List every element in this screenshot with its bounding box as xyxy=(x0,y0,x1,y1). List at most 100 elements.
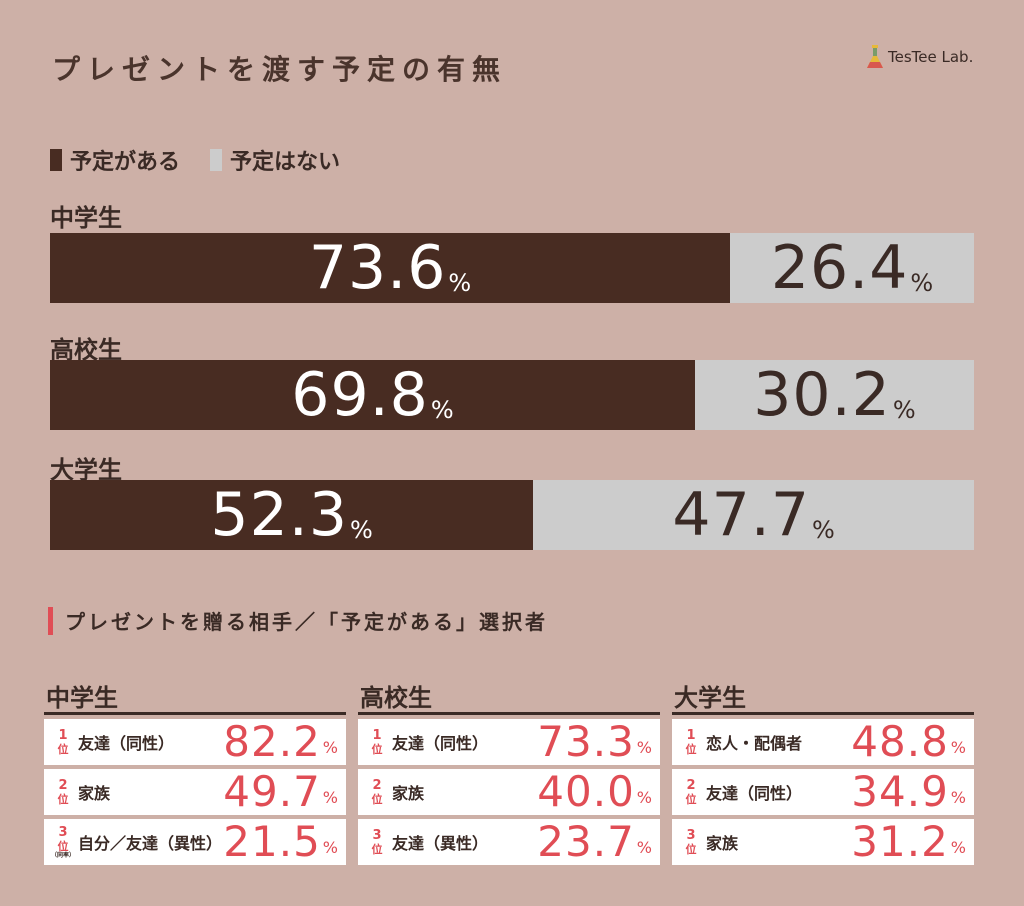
ranking-label: 自分／友達（異性） xyxy=(78,834,223,853)
bar-value: 73.6 xyxy=(308,233,447,303)
ranking-column-divider xyxy=(672,712,974,715)
rank-note: （同率） xyxy=(50,851,75,859)
ranking-value: 48.8% xyxy=(851,719,966,765)
rank-badge: 3 位（同率） xyxy=(50,826,76,859)
ranking-value: 49.7% xyxy=(223,769,338,815)
legend-swatch-no xyxy=(210,149,223,171)
flask-logo-icon xyxy=(867,45,883,68)
ranking-label: 家族 xyxy=(706,834,739,853)
rank-suffix: 位 xyxy=(371,743,383,756)
ranking-value-number: 82.2 xyxy=(223,717,321,766)
percent-sign: % xyxy=(430,396,454,424)
ranking-value: 23.7% xyxy=(537,819,652,865)
ranking-value-number: 73.3 xyxy=(537,717,635,766)
bar-data-label: 30.2% xyxy=(753,360,915,430)
legend-item-no: 予定はない xyxy=(210,144,340,176)
percent-sign: % xyxy=(322,788,338,807)
percent-sign: % xyxy=(950,788,966,807)
ranking-value-number: 31.2 xyxy=(851,817,949,866)
page-title: プレゼントを渡す予定の有無 xyxy=(52,53,508,86)
legend-label-no: 予定はない xyxy=(230,150,341,175)
percent-sign: % xyxy=(350,516,373,544)
ranking-row: 1 位友達（同性） 73.3% xyxy=(358,719,660,765)
ranking-label: 家族 xyxy=(78,784,111,803)
ranking-column-title: 高校生 xyxy=(360,684,432,712)
ranking-row: 2 位家族 49.7% xyxy=(44,769,346,815)
rank-suffix: 位 xyxy=(685,793,697,806)
ranking-value-number: 49.7 xyxy=(223,767,321,816)
ranking-value: 21.5% xyxy=(223,819,338,865)
ranking-row: 2 位家族 40.0% xyxy=(358,769,660,815)
bar-data-label: 26.4% xyxy=(771,233,933,303)
ranking-label: 友達（同性） xyxy=(78,734,175,753)
bar-segment-no: 47.7% xyxy=(533,480,974,550)
percent-sign: % xyxy=(322,738,338,757)
ranking-column-divider xyxy=(44,712,346,715)
ranking-column-divider xyxy=(358,712,660,715)
ranking-value: 31.2% xyxy=(851,819,966,865)
ranking-value: 34.9% xyxy=(851,769,966,815)
rank-suffix: 位 xyxy=(371,793,383,806)
chart-legend: 予定がある 予定はない xyxy=(50,144,370,176)
ranking-row: 3 位家族 31.2% xyxy=(672,819,974,865)
percent-sign: % xyxy=(636,838,652,857)
rank-number: 1 xyxy=(372,728,382,743)
ranking-value: 73.3% xyxy=(537,719,652,765)
bar-segment-yes: 52.3% xyxy=(50,480,534,550)
rank-suffix: 位 xyxy=(685,843,697,856)
percent-sign: % xyxy=(892,396,916,424)
ranking-column: 高校生 1 位友達（同性） 73.3% 2 位家族 40.0% 3 位友達（異性） 23.7% xyxy=(358,678,660,865)
rank-suffix: 位 xyxy=(57,793,69,806)
rank-number: 3 xyxy=(372,828,382,843)
rank-number: 2 xyxy=(686,778,696,793)
ranking-row: 1 位恋人・配偶者 48.8% xyxy=(672,719,974,765)
section-accent-bar xyxy=(48,606,53,635)
ranking-label: 恋人・配偶者 xyxy=(706,734,803,753)
rank-suffix: 位 xyxy=(57,839,69,853)
bar-segment-no: 26.4% xyxy=(730,233,974,303)
bar-data-label: 47.7% xyxy=(672,480,834,550)
ranking-label: 友達（異性） xyxy=(392,834,489,853)
section-title: プレゼントを贈る相手／「予定がある」選択者 xyxy=(65,610,548,634)
rank-suffix: 位 xyxy=(371,843,383,856)
ranking-label: 友達（同性） xyxy=(392,734,489,753)
ranking-label: 家族 xyxy=(392,784,425,803)
rank-number: 1 xyxy=(58,728,68,743)
bar-segment-no: 30.2% xyxy=(694,360,974,430)
ranking-row: 3 位（同率） 自分／友達（異性） 21.5% xyxy=(44,819,346,865)
rank-suffix: 位 xyxy=(57,743,69,756)
rank-number: 2 xyxy=(58,778,68,793)
rank-number: 3 xyxy=(58,824,68,840)
ranking-row: 1 位友達（同性） 82.2% xyxy=(44,719,346,765)
ranking-value-number: 40.0 xyxy=(537,767,635,816)
bar-value: 52.3 xyxy=(210,480,349,550)
percent-sign: % xyxy=(950,738,966,757)
bar-segment-yes: 69.8% xyxy=(50,360,695,430)
bar-data-label: 52.3% xyxy=(210,480,372,550)
ranking-value: 82.2% xyxy=(223,719,338,765)
ranking-value-number: 21.5 xyxy=(223,817,321,866)
percent-sign: % xyxy=(950,838,966,857)
bar-data-label: 73.6% xyxy=(309,233,471,303)
ranking-value-number: 23.7 xyxy=(537,817,635,866)
percent-sign: % xyxy=(322,838,338,857)
ranking-value-number: 34.9 xyxy=(851,767,949,816)
ranking-value-number: 48.8 xyxy=(851,717,949,766)
ranking-row: 2 位友達（同性） 34.9% xyxy=(672,769,974,815)
bar-value: 47.7 xyxy=(672,480,810,550)
legend-item-yes: 予定がある xyxy=(50,144,180,176)
ranking-row: 3 位友達（異性） 23.7% xyxy=(358,819,660,865)
percent-sign: % xyxy=(910,269,934,297)
brand-logo: TesTee Lab. xyxy=(866,44,973,70)
legend-label-yes: 予定がある xyxy=(70,150,181,175)
ranking-column: 大学生 1 位恋人・配偶者 48.8% 2 位友達（同性） 34.9% 3 位家族 31.2% xyxy=(672,678,974,865)
rank-suffix: 位 xyxy=(685,743,697,756)
bar-segment-yes: 73.6% xyxy=(50,233,731,303)
rank-number: 2 xyxy=(372,778,382,793)
ranking-column-title: 中学生 xyxy=(46,684,118,712)
